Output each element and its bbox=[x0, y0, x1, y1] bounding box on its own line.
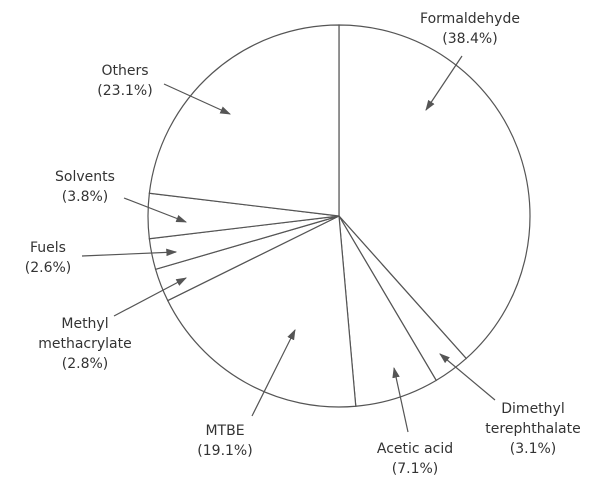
slice-label: MTBE (19.1%) bbox=[185, 421, 265, 461]
arrow bbox=[251, 329, 296, 417]
pie bbox=[147, 24, 531, 408]
pie-slice bbox=[338, 24, 531, 360]
slice-label: Acetic acid (7.1%) bbox=[360, 439, 470, 479]
value-label: (2.6%) bbox=[24, 260, 72, 276]
arrow bbox=[123, 197, 188, 223]
value-label: (2.8%) bbox=[61, 356, 109, 372]
value-label: (23.1%) bbox=[97, 83, 153, 99]
value-label: (7.1%) bbox=[391, 461, 439, 477]
slice-label: Fuels (2.6%) bbox=[13, 238, 83, 278]
slice-label: Dimethyl terephthalate (3.1%) bbox=[478, 399, 588, 459]
category-label: Formaldehyde bbox=[420, 11, 520, 27]
slice-label: Methyl methacrylate (2.8%) bbox=[35, 314, 135, 374]
category-label: Others bbox=[101, 63, 149, 79]
pie-slice bbox=[166, 215, 357, 408]
value-label: (38.4%) bbox=[442, 31, 498, 47]
slice-label: Solvents (3.8%) bbox=[40, 167, 130, 207]
arrow bbox=[425, 55, 463, 111]
category-label: Methyl methacrylate bbox=[38, 316, 132, 352]
arrows bbox=[81, 55, 496, 433]
arrow bbox=[392, 366, 409, 433]
pie-slice bbox=[148, 24, 340, 217]
arrow bbox=[81, 248, 178, 257]
value-label: (3.1%) bbox=[509, 441, 557, 457]
category-label: Acetic acid bbox=[376, 441, 454, 457]
value-label: (19.1%) bbox=[197, 443, 253, 459]
category-label: Dimethyl terephthalate bbox=[485, 401, 581, 437]
slice-label: Others (23.1%) bbox=[80, 61, 170, 101]
category-label: MTBE bbox=[205, 423, 245, 439]
slice-label: Formaldehyde (38.4%) bbox=[400, 9, 540, 49]
category-label: Solvents bbox=[55, 169, 115, 185]
arrow bbox=[163, 83, 231, 115]
value-label: (3.8%) bbox=[61, 189, 109, 205]
arrow bbox=[113, 277, 187, 317]
category-label: Fuels bbox=[30, 240, 66, 256]
arrow bbox=[439, 353, 496, 401]
